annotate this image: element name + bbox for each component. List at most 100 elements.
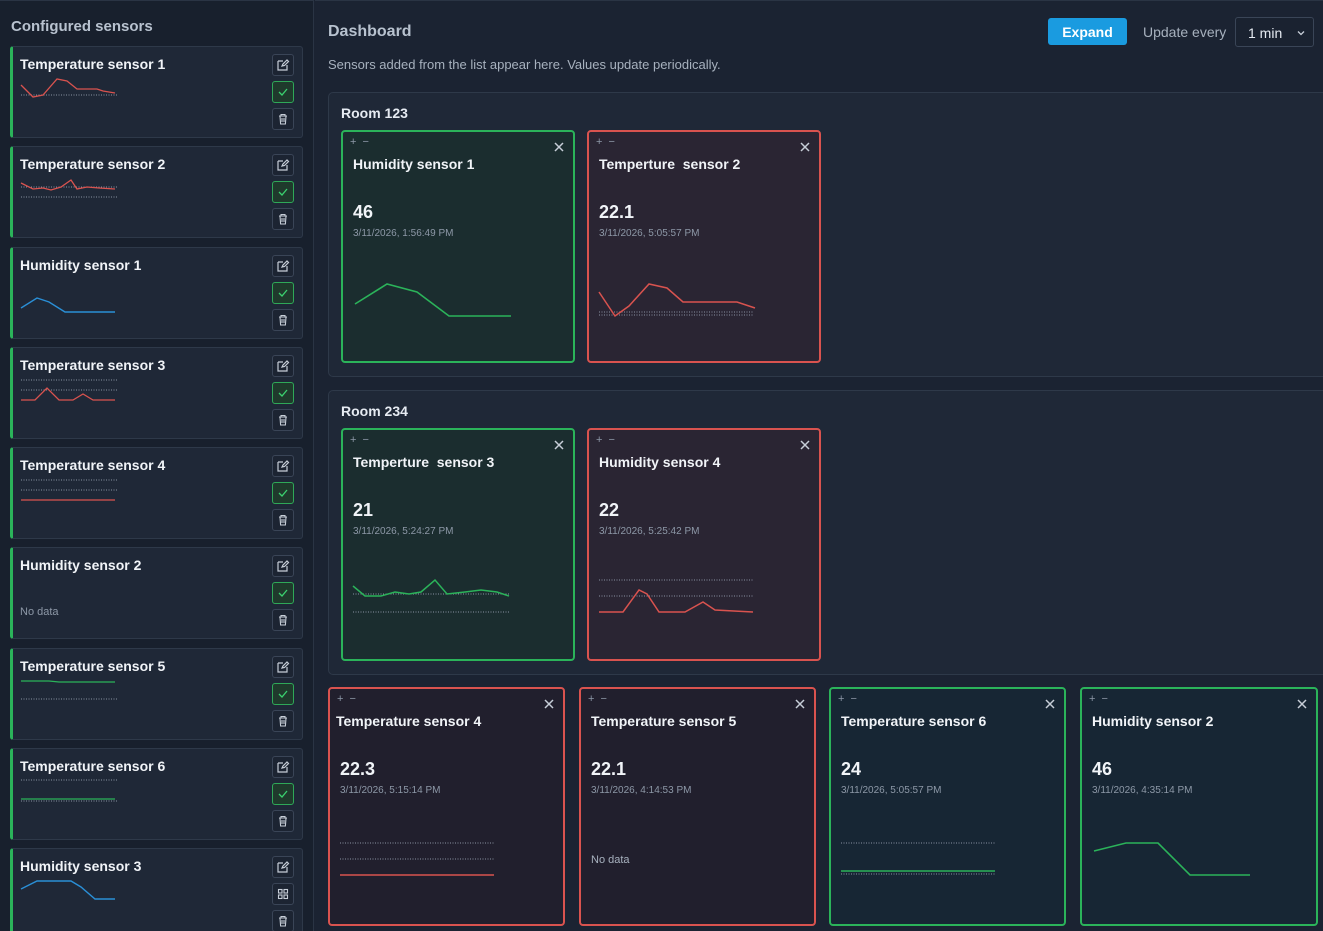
edit-button[interactable] bbox=[272, 54, 294, 76]
sensor-widget[interactable]: +− Temperature sensor 6 24 3/11/2026, 5:… bbox=[829, 687, 1066, 926]
edit-button[interactable] bbox=[272, 756, 294, 778]
add-to-dashboard-button[interactable] bbox=[272, 883, 294, 905]
close-icon[interactable] bbox=[553, 141, 565, 153]
trash-icon bbox=[279, 614, 287, 626]
edit-button[interactable] bbox=[272, 856, 294, 878]
room-group: Room 123 +− Humidity sensor 1 46 3/11/20… bbox=[328, 92, 1323, 377]
sensor-name: Humidity sensor 2 bbox=[20, 557, 142, 573]
edit-button[interactable] bbox=[272, 555, 294, 577]
delete-button[interactable] bbox=[272, 409, 294, 431]
resize-controls[interactable]: +− bbox=[350, 136, 375, 148]
widget-chart bbox=[841, 842, 995, 875]
sensor-widget[interactable]: +− Humidity sensor 1 46 3/11/2026, 1:56:… bbox=[341, 130, 575, 363]
grid-icon bbox=[277, 888, 289, 900]
check-button[interactable] bbox=[272, 81, 294, 103]
widget-sensor-name: Humidity sensor 1 bbox=[353, 156, 475, 172]
delete-button[interactable] bbox=[272, 208, 294, 230]
sensor-widget[interactable]: +− Temperature sensor 4 22.3 3/11/2026, … bbox=[328, 687, 565, 926]
sensor-list-item[interactable]: Temperature sensor 3 bbox=[10, 347, 303, 439]
edit-button[interactable] bbox=[272, 255, 294, 277]
sensor-list-item[interactable]: Temperature sensor 2 bbox=[10, 146, 303, 238]
sensor-name: Temperature sensor 3 bbox=[20, 357, 166, 373]
close-icon[interactable] bbox=[1296, 698, 1308, 710]
trash-icon bbox=[279, 715, 287, 727]
check-button[interactable] bbox=[272, 683, 294, 705]
resize-controls[interactable]: +− bbox=[1089, 693, 1114, 705]
edit-icon bbox=[277, 560, 290, 572]
sensor-list-item[interactable]: Humidity sensor 2 No data bbox=[10, 547, 303, 639]
close-icon[interactable] bbox=[553, 439, 565, 451]
sensor-name: Temperature sensor 4 bbox=[20, 457, 166, 473]
delete-button[interactable] bbox=[272, 810, 294, 832]
close-icon[interactable] bbox=[543, 698, 555, 710]
edit-button[interactable] bbox=[272, 455, 294, 477]
widget-timestamp: 3/11/2026, 5:05:57 PM bbox=[841, 785, 942, 796]
widget-chart bbox=[340, 842, 494, 876]
check-button[interactable] bbox=[272, 382, 294, 404]
close-icon[interactable] bbox=[799, 141, 811, 153]
edit-icon bbox=[277, 460, 290, 472]
resize-controls[interactable]: +− bbox=[838, 693, 863, 705]
edit-button[interactable] bbox=[272, 154, 294, 176]
sensor-widget[interactable]: +− Humidity sensor 2 46 3/11/2026, 4:35:… bbox=[1080, 687, 1318, 926]
sensor-sparkline bbox=[21, 779, 117, 802]
resize-controls[interactable]: +− bbox=[337, 693, 362, 705]
chevron-down-icon bbox=[1297, 31, 1305, 36]
widget-timestamp: 3/11/2026, 1:56:49 PM bbox=[353, 228, 454, 239]
check-button[interactable] bbox=[272, 783, 294, 805]
delete-button[interactable] bbox=[272, 108, 294, 130]
sensor-list-item[interactable]: Humidity sensor 3 bbox=[10, 848, 303, 931]
edit-button[interactable] bbox=[272, 656, 294, 678]
trash-icon bbox=[279, 815, 287, 827]
widget-value: 46 bbox=[353, 202, 374, 222]
delete-button[interactable] bbox=[272, 509, 294, 531]
trash-icon bbox=[279, 113, 287, 125]
sensor-list-item[interactable]: Temperature sensor 4 bbox=[10, 447, 303, 539]
delete-button[interactable] bbox=[272, 309, 294, 331]
edit-icon bbox=[277, 761, 290, 773]
resize-controls[interactable]: +− bbox=[350, 434, 375, 446]
page-title: Dashboard bbox=[328, 23, 412, 40]
resize-controls[interactable]: +− bbox=[596, 136, 621, 148]
widget-sensor-name: Temperature sensor 5 bbox=[591, 713, 737, 729]
check-button[interactable] bbox=[272, 282, 294, 304]
trash-icon bbox=[279, 915, 287, 927]
sensor-list-item[interactable]: Temperature sensor 1 bbox=[10, 46, 303, 138]
update-interval-label: Update every bbox=[1143, 24, 1227, 40]
close-icon[interactable] bbox=[794, 698, 806, 710]
check-button[interactable] bbox=[272, 482, 294, 504]
trash-icon bbox=[279, 314, 287, 326]
edit-button[interactable] bbox=[272, 355, 294, 377]
delete-button[interactable] bbox=[272, 609, 294, 631]
edit-icon bbox=[277, 861, 290, 873]
widget-timestamp: 3/11/2026, 5:25:42 PM bbox=[599, 526, 700, 537]
sensor-sparkline bbox=[21, 680, 117, 700]
sidebar-title: Configured sensors bbox=[11, 18, 153, 35]
sensor-widget[interactable]: +− Temperature sensor 5 22.1 3/11/2026, … bbox=[579, 687, 816, 926]
check-icon bbox=[278, 188, 288, 196]
sensor-list-item[interactable]: Humidity sensor 1 bbox=[10, 247, 303, 339]
delete-button[interactable] bbox=[272, 910, 294, 931]
sensor-widget[interactable]: +− Temperture sensor 2 22.1 3/11/2026, 5… bbox=[587, 130, 821, 363]
check-icon bbox=[278, 88, 288, 96]
sensor-list-item[interactable]: Temperature sensor 6 bbox=[10, 748, 303, 840]
sensor-widget[interactable]: +− Temperture sensor 3 21 3/11/2026, 5:2… bbox=[341, 428, 575, 661]
sensor-sparkline bbox=[20, 297, 115, 313]
sensor-name: Temperature sensor 1 bbox=[20, 56, 166, 72]
close-icon[interactable] bbox=[799, 439, 811, 451]
update-interval-select[interactable]: 1 min bbox=[1235, 17, 1314, 47]
sensor-list-item[interactable]: Temperature sensor 5 bbox=[10, 648, 303, 740]
widget-value: 46 bbox=[1092, 759, 1113, 779]
delete-button[interactable] bbox=[272, 710, 294, 732]
trash-icon bbox=[279, 414, 287, 426]
check-button[interactable] bbox=[272, 582, 294, 604]
expand-button[interactable]: Expand bbox=[1048, 18, 1127, 45]
no-data-text: No data bbox=[20, 606, 59, 618]
check-icon bbox=[278, 690, 288, 698]
check-button[interactable] bbox=[272, 181, 294, 203]
sensor-sparkline bbox=[20, 179, 117, 198]
sensor-widget[interactable]: +− Humidity sensor 4 22 3/11/2026, 5:25:… bbox=[587, 428, 821, 661]
close-icon[interactable] bbox=[1044, 698, 1056, 710]
resize-controls[interactable]: +− bbox=[588, 693, 613, 705]
resize-controls[interactable]: +− bbox=[596, 434, 621, 446]
